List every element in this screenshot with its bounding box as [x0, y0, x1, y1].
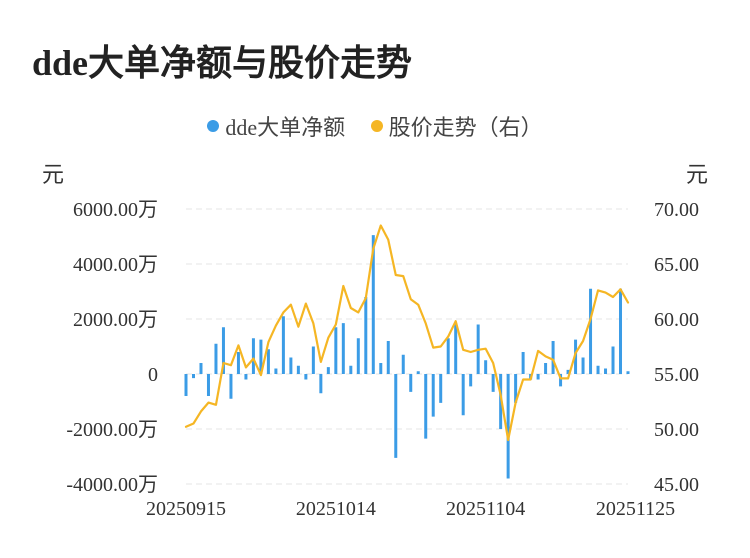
- bar: [319, 374, 323, 394]
- right-tick-label: 60.00: [654, 309, 699, 331]
- left-tick-label: 4000.00万: [73, 254, 158, 276]
- bar: [619, 288, 623, 374]
- right-tick-label: 45.00: [654, 474, 699, 496]
- bar: [214, 343, 218, 374]
- bar: [409, 374, 413, 392]
- left-tick-label: -4000.00万: [66, 474, 158, 496]
- bar: [379, 363, 383, 374]
- chart-title: dde大单净额与股价走势: [32, 43, 413, 83]
- bar: [341, 323, 345, 374]
- bar: [296, 365, 300, 374]
- bar: [394, 374, 398, 458]
- bar: [311, 346, 315, 374]
- bar: [589, 288, 593, 374]
- right-tick-label: 70.00: [654, 199, 699, 221]
- bar: [484, 360, 488, 374]
- right-axis-unit: 元: [685, 162, 708, 187]
- bar: [521, 352, 525, 374]
- right-tick-label: 55.00: [654, 364, 699, 386]
- x-tick-label: 20251104: [446, 498, 525, 520]
- bar: [229, 374, 233, 399]
- price-line: [184, 224, 630, 442]
- bar: [416, 371, 420, 374]
- bar: [304, 374, 308, 380]
- legend-bar-label: dde大单净额: [225, 115, 346, 140]
- legend-bar-swatch: [207, 120, 220, 132]
- bar: [326, 367, 330, 374]
- bar: [274, 368, 278, 374]
- x-tick-label: 20250915: [146, 498, 226, 520]
- bar: [461, 374, 465, 416]
- bar: [266, 349, 270, 374]
- bar: [236, 352, 240, 374]
- bar: [439, 374, 443, 403]
- left-tick-label: -2000.00万: [66, 419, 158, 441]
- bar: [506, 374, 510, 479]
- legend-item-line[interactable]: 股价走势（右）: [370, 110, 543, 142]
- bar: [544, 363, 548, 374]
- left-axis-ticks: 6000.00万 4000.00万 2000.00万 0 -2000.00万 -4000.…: [66, 199, 158, 496]
- bar: [349, 365, 353, 374]
- bar-series: [184, 235, 630, 479]
- right-axis-ticks: 70.00 65.00 60.00 55.00 50.00 45.00: [654, 199, 699, 496]
- bar: [401, 354, 405, 374]
- bar: [491, 374, 495, 392]
- bar: [559, 374, 563, 387]
- left-axis-unit: 元: [42, 162, 65, 187]
- bar: [184, 374, 188, 396]
- bar: [364, 297, 368, 374]
- bar: [251, 338, 255, 374]
- bar: [431, 374, 435, 417]
- bar: [206, 374, 210, 396]
- bar: [199, 363, 203, 374]
- bar: [334, 327, 338, 374]
- bar: [356, 338, 360, 374]
- x-tick-label: 20251125: [596, 498, 675, 520]
- bar: [604, 368, 608, 374]
- bar: [386, 341, 390, 374]
- left-tick-label: 2000.00万: [73, 309, 158, 331]
- right-tick-label: 50.00: [654, 419, 699, 441]
- bar: [469, 374, 473, 387]
- x-tick-label: 20251014: [296, 498, 376, 520]
- bar: [221, 327, 225, 374]
- right-tick-label: 65.00: [654, 254, 699, 276]
- bar: [581, 357, 585, 374]
- bar: [244, 374, 248, 380]
- bar: [566, 369, 570, 374]
- bar: [191, 374, 195, 379]
- bar: [514, 374, 518, 403]
- bar: [551, 341, 555, 374]
- bar: [446, 338, 450, 374]
- bar: [626, 371, 630, 374]
- bar: [424, 374, 428, 439]
- bar: [596, 365, 600, 374]
- legend: dde大单净额 股价走势（右）: [0, 110, 750, 142]
- bar: [611, 346, 615, 374]
- bar: [536, 374, 540, 380]
- legend-item-bar[interactable]: dde大单净额: [207, 110, 345, 142]
- bar: [281, 316, 285, 374]
- bar: [289, 357, 293, 374]
- legend-line-label: 股价走势（右）: [388, 115, 543, 140]
- left-tick-label: 0: [148, 364, 158, 386]
- x-axis-ticks: 20250915 20251014 20251104 20251125: [146, 498, 675, 520]
- bar: [259, 339, 263, 374]
- bar: [371, 235, 375, 374]
- legend-line-swatch: [370, 120, 383, 132]
- line-series: [184, 224, 630, 442]
- bar: [454, 324, 458, 374]
- left-tick-label: 6000.00万: [73, 199, 158, 221]
